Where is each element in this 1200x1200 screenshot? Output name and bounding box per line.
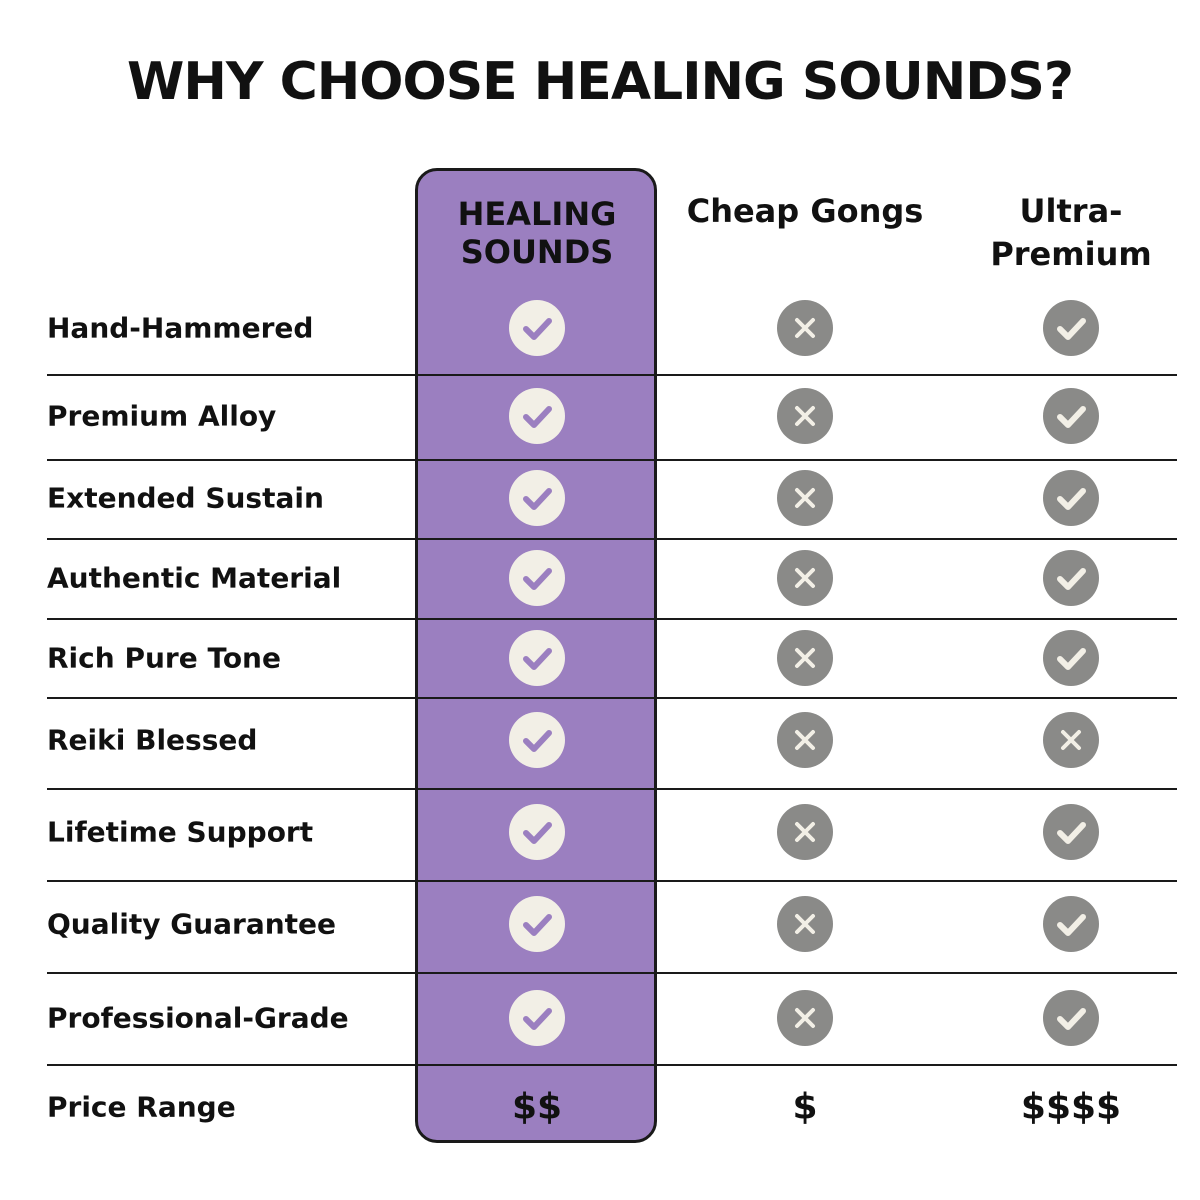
cross-icon <box>777 300 833 356</box>
check-icon <box>509 550 565 606</box>
check-icon <box>509 804 565 860</box>
check-icon <box>509 896 565 952</box>
feature-label: Premium Alloy <box>47 399 277 433</box>
cross-icon <box>777 470 833 526</box>
price-value: $ <box>792 1086 818 1128</box>
row-divider <box>47 788 1177 790</box>
check-icon <box>1043 896 1099 952</box>
feature-label: Lifetime Support <box>47 815 314 849</box>
column-header-ultra-premium: Ultra-Premium <box>990 192 1152 273</box>
check-icon <box>509 990 565 1046</box>
feature-label: Authentic Material <box>47 561 342 595</box>
cross-icon <box>777 630 833 686</box>
check-icon <box>509 300 565 356</box>
check-icon <box>509 712 565 768</box>
feature-label: Reiki Blessed <box>47 723 258 757</box>
feature-label: Hand-Hammered <box>47 311 314 345</box>
column-header-healing-sounds: HEALING SOUNDS <box>457 195 617 271</box>
cross-icon <box>777 712 833 768</box>
row-divider <box>47 374 1177 376</box>
cross-icon <box>777 990 833 1046</box>
cross-icon <box>777 388 833 444</box>
check-icon <box>1043 990 1099 1046</box>
feature-label-price: Price Range <box>47 1090 236 1124</box>
check-icon <box>509 388 565 444</box>
price-value: $$ <box>511 1086 563 1128</box>
row-divider <box>47 880 1177 882</box>
row-divider <box>47 697 1177 699</box>
row-divider <box>47 1064 1177 1066</box>
row-divider <box>47 972 1177 974</box>
feature-label: Professional-Grade <box>47 1001 349 1035</box>
check-icon <box>1043 804 1099 860</box>
column-header-cheap-gongs: Cheap Gongs <box>686 192 924 230</box>
check-icon <box>1043 550 1099 606</box>
feature-label: Extended Sustain <box>47 481 324 515</box>
row-divider <box>47 538 1177 540</box>
check-icon <box>1043 388 1099 444</box>
feature-label: Quality Guarantee <box>47 907 337 941</box>
row-divider <box>47 459 1177 461</box>
price-value: $$$$ <box>1020 1086 1122 1128</box>
cross-icon <box>777 804 833 860</box>
check-icon <box>1043 470 1099 526</box>
check-icon <box>509 470 565 526</box>
cross-icon <box>777 896 833 952</box>
cross-icon <box>1043 712 1099 768</box>
cross-icon <box>777 550 833 606</box>
row-divider <box>47 618 1177 620</box>
check-icon <box>1043 630 1099 686</box>
page-title: WHY CHOOSE HEALING SOUNDS? <box>126 52 1074 112</box>
feature-label: Rich Pure Tone <box>47 641 281 675</box>
check-icon <box>1043 300 1099 356</box>
check-icon <box>509 630 565 686</box>
